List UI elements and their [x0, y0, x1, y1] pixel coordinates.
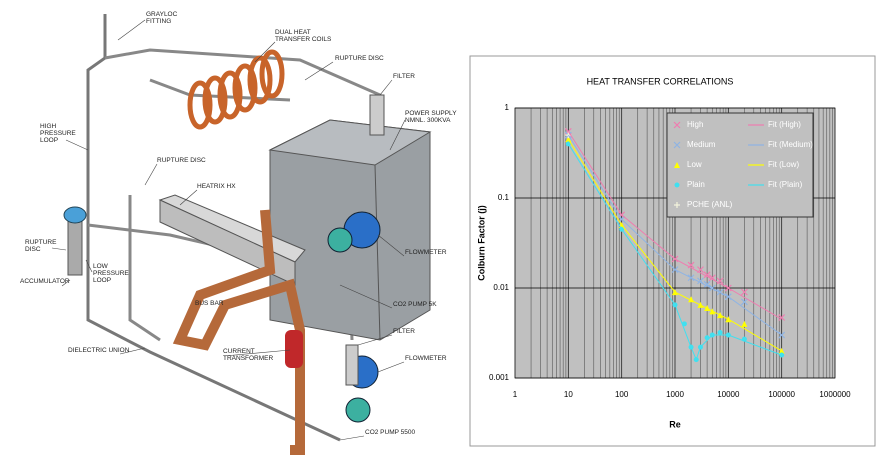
- data-point: [778, 314, 786, 321]
- pump: [345, 397, 371, 423]
- diagram-label: HEATRIX HX: [197, 183, 236, 190]
- legend-label: Medium: [687, 140, 716, 149]
- filter: [345, 344, 359, 386]
- fit-line: [567, 143, 782, 362]
- x-tick-label: 1000: [666, 390, 684, 399]
- y-tick-label: 1: [505, 103, 510, 112]
- diagram-label: NMNL. 300KVA: [405, 117, 451, 124]
- diagram-label: FILTER: [393, 73, 415, 80]
- legend-swatch: [673, 141, 681, 149]
- diagram-label: PRESSURE: [40, 130, 76, 137]
- x-tick-label: 100000: [768, 390, 795, 399]
- current-transformer: [285, 330, 303, 368]
- accumulator: [67, 214, 83, 276]
- cabinet-edge: [374, 164, 381, 341]
- y-tick-label: 0.001: [489, 373, 510, 382]
- fit-line: [567, 134, 782, 336]
- filter: [369, 94, 385, 136]
- pump: [327, 227, 353, 253]
- pipe: [86, 14, 341, 442]
- data-point: [717, 330, 723, 336]
- diagram-label: HIGH: [40, 123, 57, 130]
- diagram-label: RUPTURE DISC: [335, 55, 384, 62]
- fit-line: [567, 131, 782, 320]
- legend-label: PCHE (ANL): [687, 200, 733, 209]
- diagram-label: DUAL HEAT: [275, 29, 311, 36]
- legend-swatch: [674, 182, 680, 188]
- diagram-label: FILTER: [393, 328, 415, 335]
- diagram-label: LOOP: [40, 137, 58, 144]
- bus-bar: [172, 209, 305, 455]
- diagram-label: FITTING: [146, 18, 171, 25]
- legend-label: High: [687, 120, 703, 129]
- legend-label: Fit (Plain): [768, 180, 803, 189]
- pipe: [128, 195, 161, 342]
- diagram-label: FLOWMETER: [405, 249, 447, 256]
- fit-line: [567, 138, 782, 352]
- diagram-label: FLOWMETER: [405, 355, 447, 362]
- y-tick-label: 0.1: [498, 193, 510, 202]
- data-point: [740, 298, 748, 306]
- diagram-label: ACCUMULATOR: [20, 278, 70, 285]
- data-point: [697, 277, 704, 285]
- legend-label: Plain: [687, 180, 705, 189]
- coil: [187, 49, 285, 130]
- data-point: [703, 271, 711, 279]
- diagram-label: PRESSURE: [93, 270, 129, 277]
- diagram-label: TRANSFER COILS: [275, 36, 332, 43]
- diagram-label: DISC: [25, 246, 41, 253]
- legend-label: Fit (Low): [768, 160, 799, 169]
- diagram-label: LOOP: [93, 277, 111, 284]
- accumulator-cap: [63, 206, 87, 224]
- legend-swatch: [674, 202, 680, 208]
- diagram-label: DIELECTRIC UNION: [68, 347, 130, 354]
- legend-swatch: [674, 162, 680, 168]
- x-tick-label: 10000: [717, 390, 740, 399]
- leader-lines: [51, 19, 406, 441]
- data-point: [704, 335, 710, 341]
- x-tick-label: 1: [513, 390, 518, 399]
- diagram-label: RUPTURE DISC: [157, 157, 206, 164]
- data-point: [741, 320, 748, 327]
- data-point: [708, 274, 716, 282]
- chart-title: HEAT TRANSFER CORRELATIONS: [587, 76, 734, 86]
- diagram-label: TRANSFORMER: [223, 355, 274, 362]
- diagram-label: CO2 PUMP 5K: [393, 301, 437, 308]
- legend-label: Low: [687, 160, 702, 169]
- legend-box: [666, 112, 814, 218]
- x-axis-label: Re: [669, 419, 681, 429]
- legend-swatch: [673, 121, 681, 129]
- diagram-label: BUS BAR: [195, 300, 224, 307]
- x-tick-label: 100: [615, 390, 629, 399]
- y-axis-label: Colburn Factor (j): [476, 205, 486, 281]
- data-point: [703, 280, 711, 288]
- legend-label: Fit (Medium): [768, 140, 813, 149]
- y-tick-label: 0.01: [493, 283, 509, 292]
- diagram-label: LOW: [93, 263, 109, 270]
- x-tick-label: 10: [564, 390, 573, 399]
- diagram-label: GRAYLOC: [146, 11, 178, 18]
- legend-label: Fit (High): [768, 120, 801, 129]
- diagram-label: CO2 PUMP 5500: [365, 429, 415, 436]
- diagram-label: CURRENT: [223, 348, 255, 355]
- loop-diagram: [51, 14, 432, 455]
- cabinet-top: [268, 119, 432, 166]
- diagram-label: POWER SUPPLY: [405, 110, 457, 117]
- x-tick-label: 1000000: [819, 390, 851, 399]
- data-point: [740, 288, 748, 296]
- diagram-label: RUPTURE: [25, 239, 57, 246]
